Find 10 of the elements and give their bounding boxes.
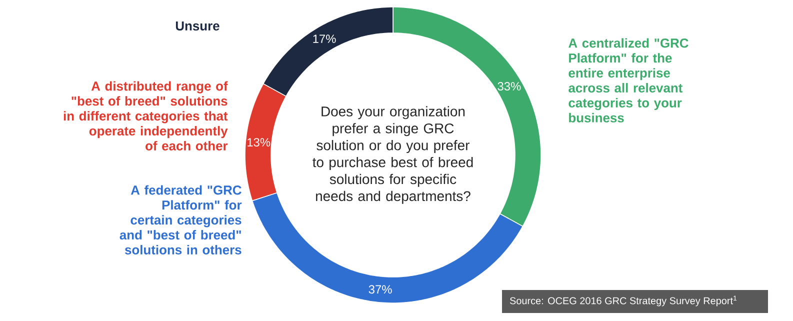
slice-label: A centralized "GRC Platform" for the entire enterprise across all relevant categories to your business — [568, 38, 688, 122]
text: Does your organization prefer a singe GRC solution or do you prefer to purchase best of breed solutions for specific needs and departments? — [312, 106, 473, 204]
data-label: 17% — [313, 34, 336, 43]
data-label: 33% — [498, 82, 521, 90]
data-label: 13% — [248, 138, 270, 147]
source-note: Source: OCEG 2016 GRC Strategy Survey Report$^{1}$ — [510, 296, 737, 306]
slice-label: A federated "GRC Platform" for certain categories and "best of breed" solutions in others — [120, 185, 242, 254]
slice-label: A distributed range of "best of breed" solutions in different categories that operate independently of each other — [64, 81, 228, 150]
data-label: 37% — [368, 285, 392, 294]
slice-label: Unsure — [176, 21, 220, 31]
